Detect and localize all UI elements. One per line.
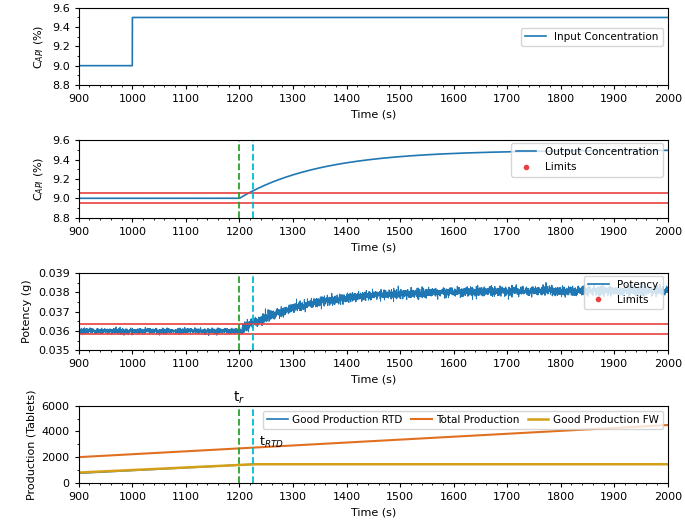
Total Production bbox=[664, 422, 672, 428]
Total Production bbox=[458, 433, 466, 440]
X-axis label: Time (s): Time (s) bbox=[351, 110, 396, 120]
Total Production bbox=[514, 430, 523, 436]
Legend: Input Concentration: Input Concentration bbox=[521, 28, 662, 46]
Good Production RTD bbox=[182, 465, 190, 471]
Line: Total Production: Total Production bbox=[79, 425, 668, 457]
Potency bbox=[205, 333, 213, 339]
Output Concentration bbox=[428, 151, 436, 158]
Good Production FW bbox=[514, 461, 523, 467]
Input Concentration bbox=[559, 14, 567, 20]
Input Concentration bbox=[182, 14, 190, 20]
Line: Input Concentration: Input Concentration bbox=[79, 17, 668, 66]
Good Production RTD bbox=[249, 461, 257, 467]
Good Production FW bbox=[559, 461, 567, 467]
Potency bbox=[300, 302, 308, 309]
Good Production FW bbox=[182, 464, 190, 470]
X-axis label: Time (s): Time (s) bbox=[351, 242, 396, 252]
Legend: Potency, Limits: Potency, Limits bbox=[584, 276, 662, 309]
Y-axis label: Production (Tablets): Production (Tablets) bbox=[26, 389, 36, 500]
Good Production RTD bbox=[75, 470, 83, 477]
Input Concentration bbox=[300, 14, 308, 20]
Y-axis label: C$_{API}$ (%): C$_{API}$ (%) bbox=[33, 157, 47, 201]
Good Production RTD bbox=[458, 461, 466, 467]
Line: Potency: Potency bbox=[79, 282, 668, 336]
Output Concentration bbox=[182, 195, 190, 201]
Good Production RTD bbox=[300, 461, 308, 467]
Text: t$_r$: t$_r$ bbox=[234, 389, 245, 406]
X-axis label: Time (s): Time (s) bbox=[351, 507, 396, 517]
Good Production FW bbox=[458, 461, 466, 467]
Good Production FW bbox=[249, 461, 257, 467]
Legend: Good Production RTD, Total Production, Good Production FW: Good Production RTD, Total Production, G… bbox=[263, 411, 662, 429]
Potency bbox=[428, 289, 436, 295]
Line: Output Concentration: Output Concentration bbox=[79, 150, 668, 198]
Legend: Output Concentration, Limits: Output Concentration, Limits bbox=[512, 143, 662, 176]
Y-axis label: C$_{API}$ (%): C$_{API}$ (%) bbox=[33, 24, 47, 68]
Output Concentration bbox=[514, 148, 523, 155]
Potency bbox=[542, 279, 550, 286]
Text: t$_{RTD}$: t$_{RTD}$ bbox=[259, 435, 284, 450]
Input Concentration bbox=[75, 63, 83, 69]
Output Concentration bbox=[300, 169, 308, 175]
Line: Good Production RTD: Good Production RTD bbox=[79, 464, 668, 473]
Potency bbox=[75, 325, 83, 331]
X-axis label: Time (s): Time (s) bbox=[351, 375, 396, 385]
Good Production RTD bbox=[428, 461, 436, 467]
Potency bbox=[182, 330, 190, 336]
Total Production bbox=[182, 448, 190, 455]
Good Production FW bbox=[75, 469, 83, 476]
Input Concentration bbox=[458, 14, 466, 20]
Total Production bbox=[559, 428, 567, 434]
Line: Good Production FW: Good Production FW bbox=[79, 464, 668, 472]
Input Concentration bbox=[428, 14, 436, 20]
Good Production RTD bbox=[559, 461, 567, 467]
Input Concentration bbox=[514, 14, 523, 20]
Total Production bbox=[300, 442, 308, 448]
Good Production RTD bbox=[514, 461, 523, 467]
Good Production FW bbox=[664, 461, 672, 467]
Output Concentration bbox=[559, 148, 567, 154]
Total Production bbox=[75, 454, 83, 460]
Potency bbox=[664, 289, 672, 295]
Total Production bbox=[428, 435, 436, 441]
Good Production RTD bbox=[664, 461, 672, 467]
Potency bbox=[458, 289, 466, 295]
Input Concentration bbox=[664, 14, 672, 20]
Output Concentration bbox=[75, 195, 83, 201]
Output Concentration bbox=[664, 147, 672, 153]
Good Production FW bbox=[300, 461, 308, 467]
Potency bbox=[559, 289, 567, 295]
Good Production FW bbox=[428, 461, 436, 467]
Input Concentration bbox=[128, 14, 136, 20]
Potency bbox=[514, 289, 523, 295]
Y-axis label: Potency (g): Potency (g) bbox=[23, 280, 32, 343]
Output Concentration bbox=[458, 150, 466, 156]
